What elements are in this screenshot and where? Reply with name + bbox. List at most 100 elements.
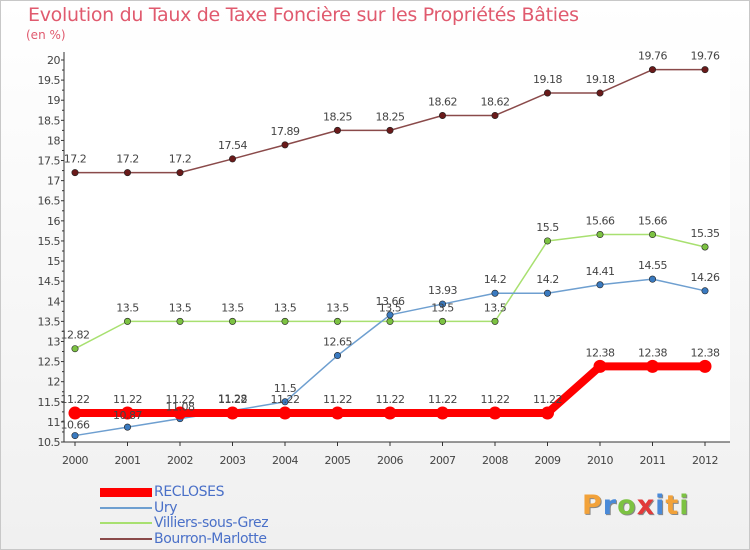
proxiti-logo: Proxiti [582, 490, 690, 521]
data-point [593, 359, 607, 373]
data-point [124, 317, 132, 325]
data-point [333, 352, 341, 360]
y-tick-label: 16 [47, 215, 60, 228]
data-label: 13.5 [274, 301, 297, 314]
data-label: 13.5 [169, 301, 192, 314]
chart-title: Evolution du Taux de Taxe Foncière sur l… [28, 4, 579, 26]
data-label: 14.2 [484, 273, 507, 286]
data-label: 12.38 [691, 346, 720, 359]
data-label: 11.22 [113, 393, 142, 406]
legend-label: Ury [154, 499, 178, 516]
data-label: 14.2 [536, 273, 559, 286]
data-point [121, 406, 134, 420]
data-label: 14.41 [586, 265, 615, 278]
data-point [541, 406, 554, 420]
data-point [176, 169, 184, 177]
data-label: 18.25 [323, 110, 352, 123]
data-label: 11.22 [61, 393, 90, 406]
data-label: 11.22 [166, 393, 195, 406]
y-tick-label: 19.5 [38, 74, 61, 87]
logo-letter: i [655, 490, 666, 521]
data-label: 11.22 [428, 393, 457, 406]
data-label: 12.65 [323, 336, 352, 349]
data-label: 12.82 [61, 329, 90, 342]
y-tick-label: 14 [47, 295, 60, 308]
data-label: 13.5 [431, 301, 454, 314]
data-label: 18.62 [481, 95, 510, 108]
x-tick-label: 2004 [272, 454, 298, 467]
y-tick-label: 13 [47, 335, 60, 348]
data-label: 13.5 [326, 301, 349, 314]
data-label: 11.22 [481, 393, 510, 406]
y-tick-label: 19 [47, 94, 60, 107]
data-label: 11.5 [274, 382, 297, 395]
y-tick-label: 12.5 [38, 356, 61, 369]
data-label: 19.18 [586, 73, 615, 86]
legend-swatch [100, 487, 152, 497]
x-tick-label: 2012 [692, 454, 718, 467]
x-tick-label: 2006 [377, 454, 403, 467]
data-point [701, 66, 709, 74]
data-point [596, 89, 604, 97]
data-point [71, 432, 79, 440]
y-tick-label: 18.5 [38, 114, 61, 127]
data-label: 11.22 [376, 393, 405, 406]
y-tick-label: 14.5 [38, 275, 61, 288]
data-point [226, 406, 239, 420]
x-tick-label: 2003 [220, 454, 246, 467]
data-label: 11.22 [323, 393, 352, 406]
data-point [491, 317, 499, 325]
logo-letter: r [602, 490, 618, 521]
data-label: 17.89 [271, 125, 300, 138]
y-tick-label: 20 [47, 54, 60, 67]
data-point [124, 423, 132, 431]
legend-swatch [100, 522, 152, 524]
data-point [386, 311, 394, 319]
data-label: 12.38 [638, 346, 667, 359]
data-point [543, 289, 551, 297]
legend-label: Bourron-Marlotte [154, 530, 267, 547]
data-point [68, 406, 82, 420]
y-tick-label: 17 [47, 175, 60, 188]
y-tick-label: 18 [47, 134, 60, 147]
data-point [491, 111, 499, 119]
data-point [438, 111, 446, 119]
data-label: 13.93 [428, 284, 457, 297]
logo-letter: i [679, 490, 690, 521]
data-label: 17.2 [116, 153, 139, 166]
data-point [71, 345, 79, 353]
legend-label: RECLOSES [154, 484, 225, 500]
y-tick-label: 11 [47, 416, 60, 429]
logo-letter: t [665, 490, 680, 521]
data-point [438, 300, 446, 308]
x-tick-label: 2008 [482, 454, 508, 467]
logo-letter: P [582, 490, 603, 521]
data-label: 11.22 [533, 393, 562, 406]
logo-letter: x [636, 490, 656, 521]
x-tick-label: 2002 [167, 454, 193, 467]
legend-swatch [100, 506, 152, 509]
y-tick-label: 15.5 [38, 235, 61, 248]
data-point [176, 317, 184, 325]
data-point [648, 66, 656, 74]
data-point [229, 317, 237, 325]
data-point [281, 317, 289, 325]
data-label: 11.22 [218, 393, 247, 406]
data-label: 18.25 [376, 110, 405, 123]
data-point [488, 406, 502, 420]
data-point [436, 406, 449, 420]
data-label: 14.55 [638, 259, 667, 272]
data-label: 14.26 [691, 271, 720, 284]
data-point [701, 287, 709, 295]
line-chart: 10.5 11 11.5 12 12.5 13 13.5 14 14.5 15 15.5 16 16.5… [38, 50, 730, 467]
x-tick-label: 2000 [62, 454, 88, 467]
x-tick-label: 2007 [430, 454, 456, 467]
x-tick-label: 2001 [115, 454, 141, 467]
data-point [281, 141, 289, 149]
data-label: 17.2 [169, 153, 192, 166]
data-point [438, 317, 446, 325]
data-label: 19.76 [638, 50, 667, 63]
data-label: 11.08 [166, 401, 195, 414]
data-point [701, 243, 709, 251]
y-tick-label: 10.5 [38, 436, 61, 449]
